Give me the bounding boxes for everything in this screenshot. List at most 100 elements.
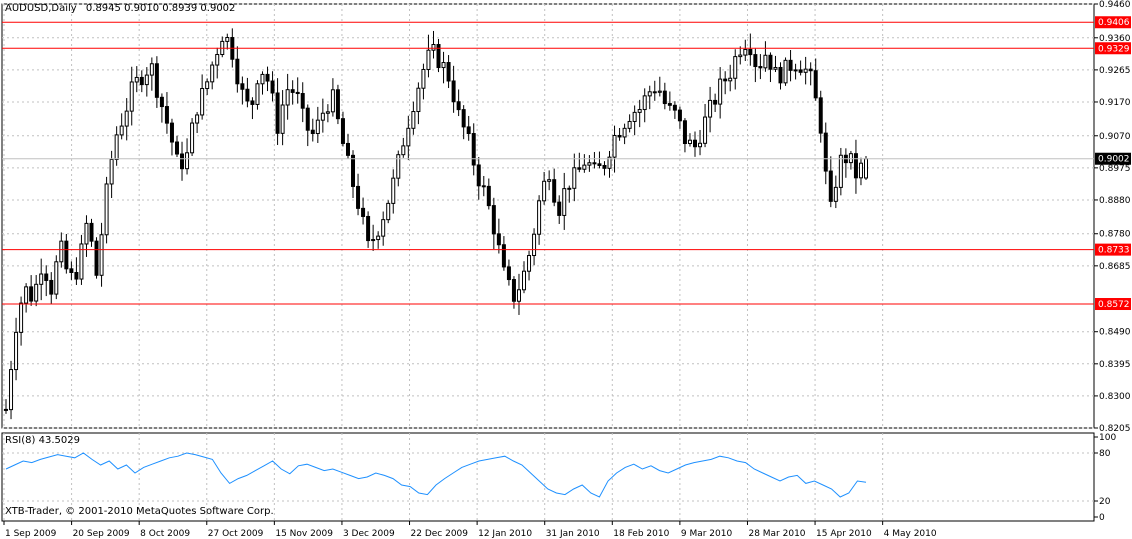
rsi-indicator-label: RSI(8) 43.5029: [5, 435, 80, 446]
candle: [335, 84, 340, 125]
candle: [305, 104, 310, 147]
candle: [622, 123, 627, 145]
candle: [627, 114, 632, 133]
candle-body-bear: [446, 62, 451, 82]
price-tick-label: 0.8395: [1099, 360, 1131, 370]
candle-body-bear: [29, 286, 34, 302]
candle-body-bull: [325, 111, 330, 114]
candle-body-bull: [426, 49, 431, 70]
candle-body-bear: [240, 83, 245, 90]
symbol-header: AUDUSD,Daily 0.8945 0.9010 0.8939 0.9002: [5, 3, 235, 14]
price-panel-frame: [1, 3, 1095, 429]
candle: [657, 76, 662, 97]
candle-body-bear: [713, 99, 718, 105]
candle: [330, 78, 335, 117]
candle-body-bear: [356, 185, 361, 209]
candle: [617, 128, 622, 141]
candle: [340, 111, 345, 147]
candle-body-bear: [682, 120, 687, 145]
candle: [64, 233, 69, 274]
candle: [718, 67, 723, 119]
candle: [592, 152, 597, 169]
candle: [516, 273, 521, 315]
candle-body-bull: [330, 89, 335, 113]
candle: [270, 71, 275, 102]
candle: [522, 261, 527, 294]
candle-body-bear: [340, 118, 345, 144]
candle: [763, 41, 768, 72]
candle-body-bull: [607, 156, 612, 169]
time-tick-label: 8 Oct 2009: [140, 529, 190, 539]
candle: [607, 150, 612, 178]
candle: [134, 66, 139, 93]
candle-body-bull: [109, 158, 114, 185]
candle: [828, 156, 833, 208]
candle-body-bear: [245, 88, 250, 102]
candle-body-bull: [386, 202, 391, 221]
candle-body-bear: [758, 66, 763, 69]
price-tick-label: 0.8685: [1099, 262, 1131, 272]
candle-body-bear: [74, 272, 79, 280]
candle: [421, 63, 426, 100]
candle: [99, 222, 104, 287]
candle-body-bear: [818, 97, 823, 134]
candle-body-bear: [250, 100, 255, 105]
level-label-bg: [1095, 243, 1131, 256]
candle-body-bull: [632, 111, 637, 122]
candle: [285, 73, 290, 120]
candle: [667, 91, 672, 111]
candle-body-bear: [290, 89, 295, 93]
level-label: 0.8572: [1098, 300, 1130, 310]
candle-body-bull: [185, 152, 190, 170]
candle-body-bull: [522, 270, 527, 291]
candle-body-bear: [345, 142, 350, 156]
candle-body-bear: [672, 104, 677, 111]
candle-body-bull: [260, 73, 265, 85]
candle-body-bull: [315, 119, 320, 135]
candle: [4, 399, 8, 414]
candle-body-bull: [285, 89, 290, 106]
candle-body-bear: [295, 91, 300, 95]
candle-body-bull: [647, 91, 652, 97]
candle: [491, 197, 496, 250]
candle-body-bear: [94, 240, 99, 276]
candle-body-bull: [542, 180, 547, 202]
candle-body-bear: [496, 233, 501, 246]
candle: [652, 80, 657, 101]
candle: [713, 93, 718, 113]
candle: [391, 169, 396, 214]
candle: [54, 255, 59, 300]
price-tick-label: 0.9070: [1099, 132, 1131, 142]
candle-body-bear: [49, 279, 54, 295]
candle: [345, 133, 350, 159]
candle: [386, 200, 391, 224]
candle-body-bear: [466, 126, 471, 135]
candle-body-bull: [320, 112, 325, 121]
time-tick-label: 15 Apr 2010: [816, 529, 872, 539]
candle: [511, 276, 516, 309]
candle: [39, 258, 44, 301]
candle-body-bull: [431, 44, 436, 51]
candle-body-bear: [471, 133, 476, 166]
price-tick-label: 0.8490: [1099, 328, 1131, 338]
rsi-tick-label: 80: [1099, 449, 1111, 459]
level-label: 0.9406: [1098, 18, 1130, 28]
candle: [164, 92, 169, 134]
candle-body-bull: [627, 120, 632, 129]
candle: [698, 129, 703, 156]
candle: [537, 195, 542, 245]
candle-body-bear: [828, 170, 833, 202]
candle: [833, 175, 838, 209]
candle-body-bear: [69, 268, 74, 274]
rsi-tick-label: 0: [1099, 513, 1105, 523]
candle: [205, 78, 210, 95]
candle: [260, 71, 265, 95]
candle-body-bear: [552, 179, 557, 203]
candle-body-bull: [733, 56, 738, 79]
candle-body-bull: [793, 69, 798, 72]
time-tick-label: 20 Sep 2009: [73, 529, 130, 539]
candle: [19, 296, 24, 346]
level-label-bg: [1095, 16, 1131, 29]
candle-body-bull: [864, 158, 868, 179]
candle: [642, 88, 647, 123]
